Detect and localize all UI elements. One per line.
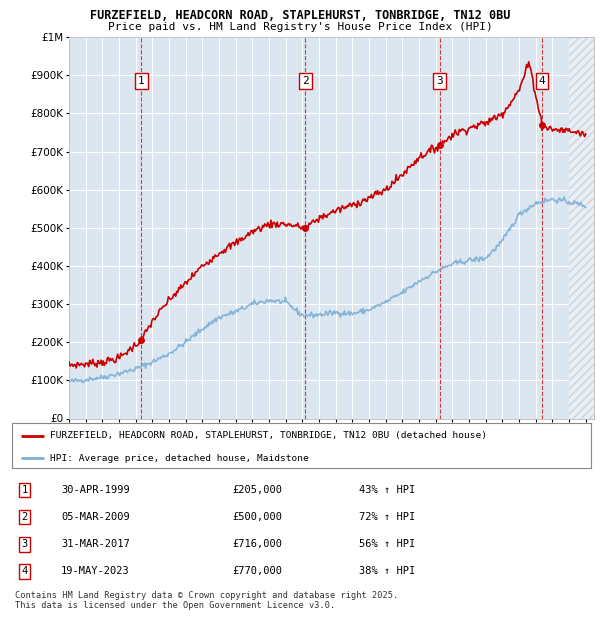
Text: 1: 1 [138,76,145,86]
Text: 31-MAR-2017: 31-MAR-2017 [61,539,130,549]
Bar [569,37,594,418]
Text: Contains HM Land Registry data © Crown copyright and database right 2025.: Contains HM Land Registry data © Crown c… [15,591,398,600]
Text: 4: 4 [539,76,545,86]
Text: £500,000: £500,000 [232,512,282,522]
Text: 3: 3 [436,76,443,86]
Text: 72% ↑ HPI: 72% ↑ HPI [359,512,416,522]
Text: 43% ↑ HPI: 43% ↑ HPI [359,485,416,495]
Text: 30-APR-1999: 30-APR-1999 [61,485,130,495]
Text: This data is licensed under the Open Government Licence v3.0.: This data is licensed under the Open Gov… [15,601,335,611]
Text: £205,000: £205,000 [232,485,282,495]
Text: 56% ↑ HPI: 56% ↑ HPI [359,539,416,549]
Text: 38% ↑ HPI: 38% ↑ HPI [359,566,416,577]
Text: 1: 1 [22,485,28,495]
Text: 19-MAY-2023: 19-MAY-2023 [61,566,130,577]
Text: Price paid vs. HM Land Registry's House Price Index (HPI): Price paid vs. HM Land Registry's House … [107,22,493,32]
Text: 2: 2 [22,512,28,522]
Text: FURZEFIELD, HEADCORN ROAD, STAPLEHURST, TONBRIDGE, TN12 0BU: FURZEFIELD, HEADCORN ROAD, STAPLEHURST, … [90,9,510,22]
Text: 05-MAR-2009: 05-MAR-2009 [61,512,130,522]
Bar [569,37,594,418]
Text: £716,000: £716,000 [232,539,282,549]
Text: £770,000: £770,000 [232,566,282,577]
Text: HPI: Average price, detached house, Maidstone: HPI: Average price, detached house, Maid… [50,454,308,463]
Text: FURZEFIELD, HEADCORN ROAD, STAPLEHURST, TONBRIDGE, TN12 0BU (detached house): FURZEFIELD, HEADCORN ROAD, STAPLEHURST, … [50,432,487,440]
Text: 3: 3 [22,539,28,549]
Text: 4: 4 [22,566,28,577]
Text: 2: 2 [302,76,308,86]
